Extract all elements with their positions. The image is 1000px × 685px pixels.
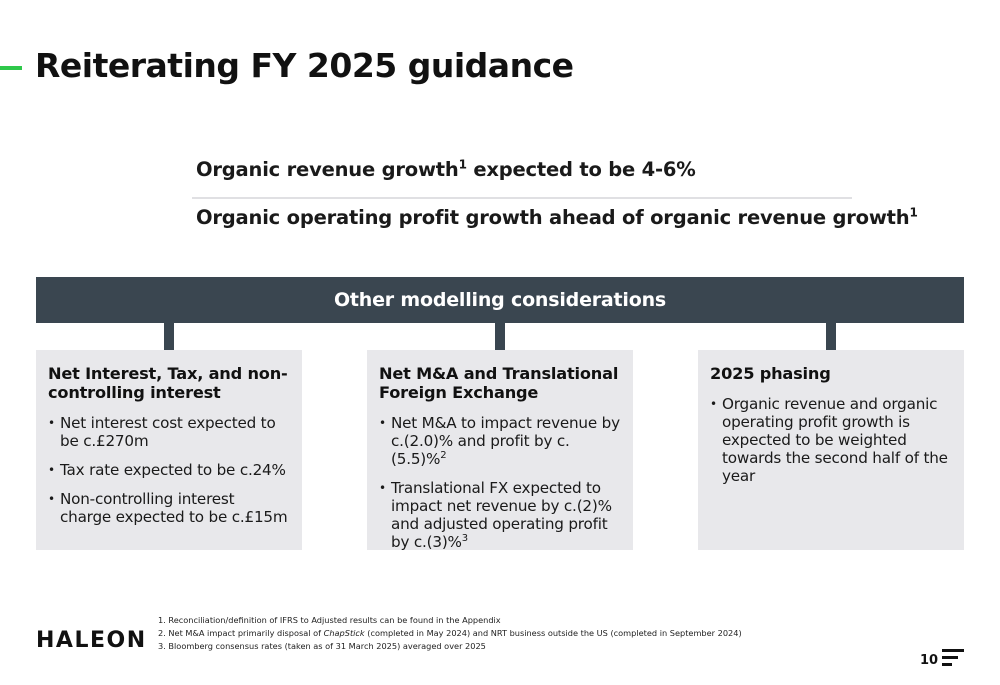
guidance-line1-suffix: expected to be 4-6% [466, 158, 696, 181]
page-number: 10 [920, 653, 939, 668]
footnote-ref: 1 [909, 205, 918, 220]
connector-3 [826, 323, 836, 350]
banner-title: Other modelling considerations [333, 289, 667, 311]
bullet-list: Net M&A to impact revenue by c.(2.0)% an… [379, 414, 621, 551]
modelling-banner: Other modelling considerations [36, 277, 964, 323]
card-ma-fx: Net M&A and Translational Foreign Exchan… [367, 350, 633, 551]
card-title: Net Interest, Tax, and non-controlling i… [48, 364, 288, 402]
bullet-item: Tax rate expected to be c.24% [48, 461, 290, 479]
footnotes: 1. Reconciliation/definition of IFRS to … [158, 614, 742, 653]
bullet-item: Net interest cost expected to be c.£270m [48, 414, 290, 450]
footnote-2-italic: ChapStick [323, 628, 365, 638]
bullet-item: Net M&A to impact revenue by c.(2.0)% an… [379, 414, 621, 468]
footnote-2-prefix: 2. Net M&A impact primarily disposal of [158, 628, 324, 638]
card-title: Net M&A and Translational Foreign Exchan… [379, 364, 619, 402]
guidance-line2-prefix: Organic operating profit growth ahead of… [196, 206, 910, 229]
bullet-text: Net M&A to impact revenue by c.(2.0)% an… [391, 414, 620, 468]
footnote-2-suffix: (completed in May 2024) and NRT business… [364, 628, 742, 638]
bullet-item: Translational FX expected to impact net … [379, 479, 621, 551]
bullet-item: Organic revenue and organic operating pr… [710, 395, 952, 485]
footnote-3: 3. Bloomberg consensus rates (taken as o… [158, 641, 486, 651]
haleon-logo: HALEON [36, 628, 147, 653]
card-phasing: 2025 phasing Organic revenue and organic… [698, 350, 964, 550]
title-accent-bar [0, 66, 22, 70]
footnote-ref: 1 [458, 157, 467, 172]
footnote-ref: 3 [461, 532, 468, 544]
guidance-line1-prefix: Organic revenue growth [196, 158, 459, 181]
footnote-2: 2. Net M&A impact primarily disposal of … [158, 627, 742, 640]
card-title: 2025 phasing [710, 364, 831, 383]
guidance-divider [192, 197, 852, 199]
bullet-text: Translational FX expected to impact net … [391, 479, 612, 551]
connector-2 [495, 323, 505, 350]
bullet-list: Organic revenue and organic operating pr… [710, 395, 952, 485]
footnote-1: 1. Reconciliation/definition of IFRS to … [158, 615, 501, 625]
footnote-ref: 2 [440, 449, 447, 461]
guidance-revenue-growth: Organic revenue growth1 expected to be 4… [196, 158, 876, 181]
guidance-profit-growth: Organic operating profit growth ahead of… [196, 206, 918, 229]
bullet-item: Non-controlling interest charge expected… [48, 490, 290, 526]
bullet-list: Net interest cost expected to be c.£270m… [48, 414, 290, 526]
card-interest-tax: Net Interest, Tax, and non-controlling i… [36, 350, 302, 550]
connector-1 [164, 323, 174, 350]
menu-lines-icon [942, 649, 964, 667]
page-title: Reiterating FY 2025 guidance [35, 46, 574, 85]
